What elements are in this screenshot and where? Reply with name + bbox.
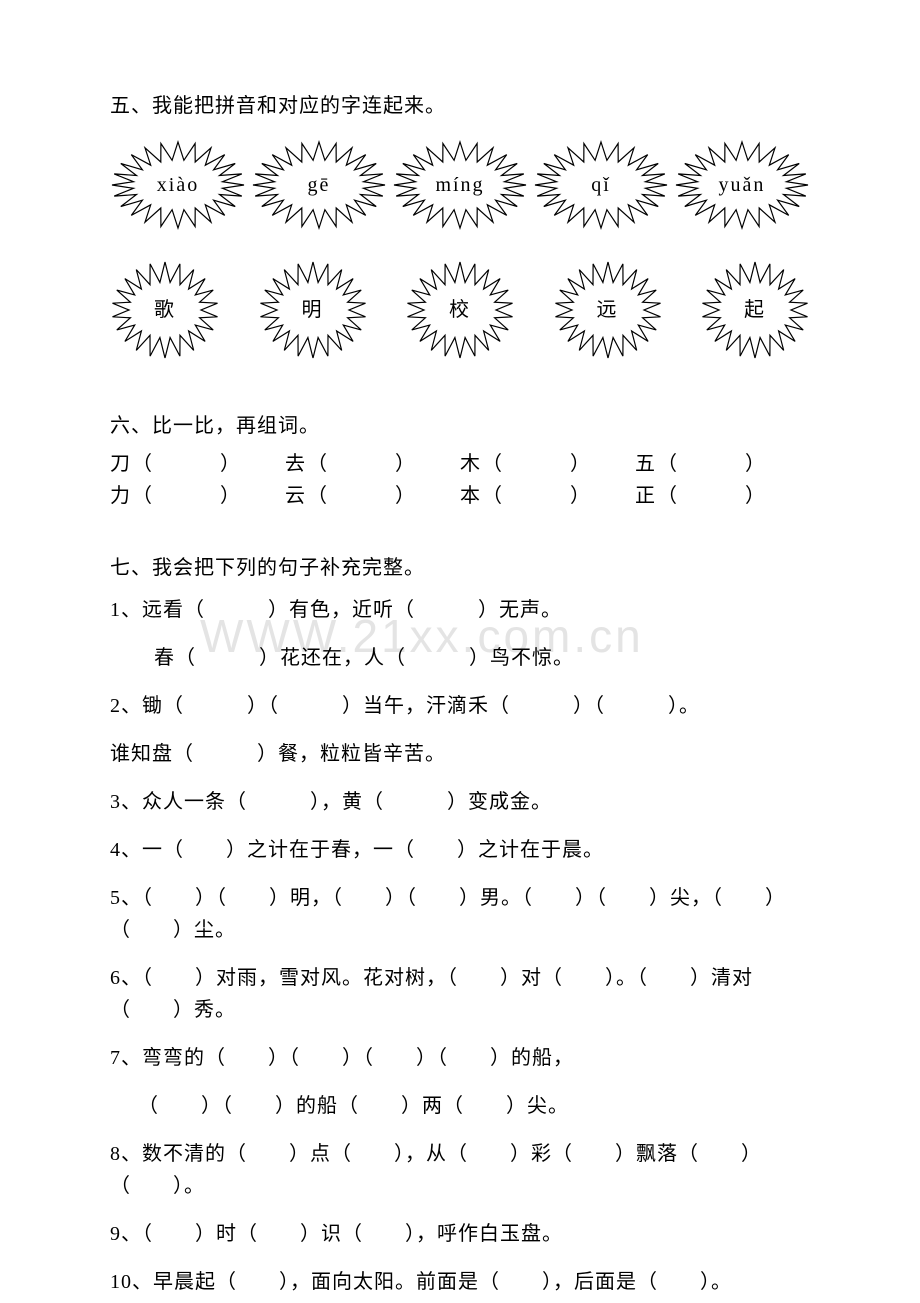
compare-row: 刀（ ）去（ ）木（ ）五（ ）: [110, 448, 810, 480]
q7a: 7、弯弯的（ ）（ ）（ ）（ ）的船，: [110, 1042, 810, 1074]
q4: 4、一（ ）之计在于春，一（ ）之计在于晨。: [110, 834, 810, 866]
q2b: 谁知盘（ ）餐，粒粒皆辛苦。: [110, 738, 810, 770]
compare-cell: 本（ ）: [460, 480, 635, 512]
hanzi-label: 起: [744, 294, 766, 326]
q6: 6、（ ）对雨，雪对风。花对树，（ ）对（ ）。（ ）清对（ ）秀。: [110, 962, 810, 1026]
hanzi-burst: 明: [258, 260, 368, 360]
pinyin-label: qǐ: [591, 169, 611, 201]
pinyin-label: xiào: [157, 169, 199, 201]
q3: 3、众人一条（ ），黄（ ）变成金。: [110, 786, 810, 818]
pinyin-row: xiào gē míng qǐ yuǎn: [110, 140, 810, 230]
compare-cell: 力（ ）: [110, 480, 285, 512]
q9: 9、（ ）时（ ）识（ ），呼作白玉盘。: [110, 1218, 810, 1250]
compare-row: 力（ ）云（ ）本（ ）正（ ）: [110, 480, 810, 512]
q2a: 2、锄（ ）（ ）当午，汗滴禾（ ）（ ）。: [110, 690, 810, 722]
q1a: 1、远看（ ）有色，近听（ ）无声。: [110, 594, 810, 626]
pinyin-label: míng: [435, 169, 484, 201]
hanzi-burst: 校: [405, 260, 515, 360]
q7b: （ ）（ ）的船（ ）两（ ）尖。: [110, 1090, 810, 1122]
hanzi-row: 歌明校远起: [110, 260, 810, 360]
compare-cell: 去（ ）: [285, 448, 460, 480]
compare-cell: 木（ ）: [460, 448, 635, 480]
pinyin-burst: yuǎn: [674, 140, 810, 230]
hanzi-burst: 起: [700, 260, 810, 360]
q1b: 春（ ）花还在，人（ ）鸟不惊。: [110, 642, 810, 674]
q8: 8、数不清的（ ）点（ ），从（ ）彩（ ）飘落（ ）（ ）。: [110, 1138, 810, 1202]
hanzi-label: 远: [597, 294, 619, 326]
pinyin-label: yuǎn: [719, 169, 766, 201]
pinyin-burst: qǐ: [533, 140, 669, 230]
section6-title: 六、比一比，再组词。: [110, 410, 810, 442]
pinyin-burst: xiào: [110, 140, 246, 230]
hanzi-label: 歌: [154, 294, 176, 326]
compare-cell: 云（ ）: [285, 480, 460, 512]
hanzi-burst: 远: [553, 260, 663, 360]
pinyin-burst: míng: [392, 140, 528, 230]
pinyin-label: gē: [308, 169, 331, 201]
compare-cell: 五（ ）: [635, 448, 810, 480]
q10: 10、早晨起（ ），面向太阳。前面是（ ），后面是（ ）。: [110, 1266, 810, 1298]
compare-grid: 刀（ ）去（ ）木（ ）五（ ）力（ ）云（ ）本（ ）正（ ）: [110, 448, 810, 512]
hanzi-label: 明: [302, 294, 324, 326]
section7-title: 七、我会把下列的句子补充完整。: [110, 552, 810, 584]
compare-cell: 正（ ）: [635, 480, 810, 512]
q5: 5、（ ）（ ）明，（ ）（ ）男。（ ）（ ）尖，（ ）（ ）尘。: [110, 882, 810, 946]
hanzi-burst: 歌: [110, 260, 220, 360]
section5-title: 五、我能把拼音和对应的字连起来。: [110, 90, 810, 122]
pinyin-burst: gē: [251, 140, 387, 230]
compare-cell: 刀（ ）: [110, 448, 285, 480]
hanzi-label: 校: [449, 294, 471, 326]
